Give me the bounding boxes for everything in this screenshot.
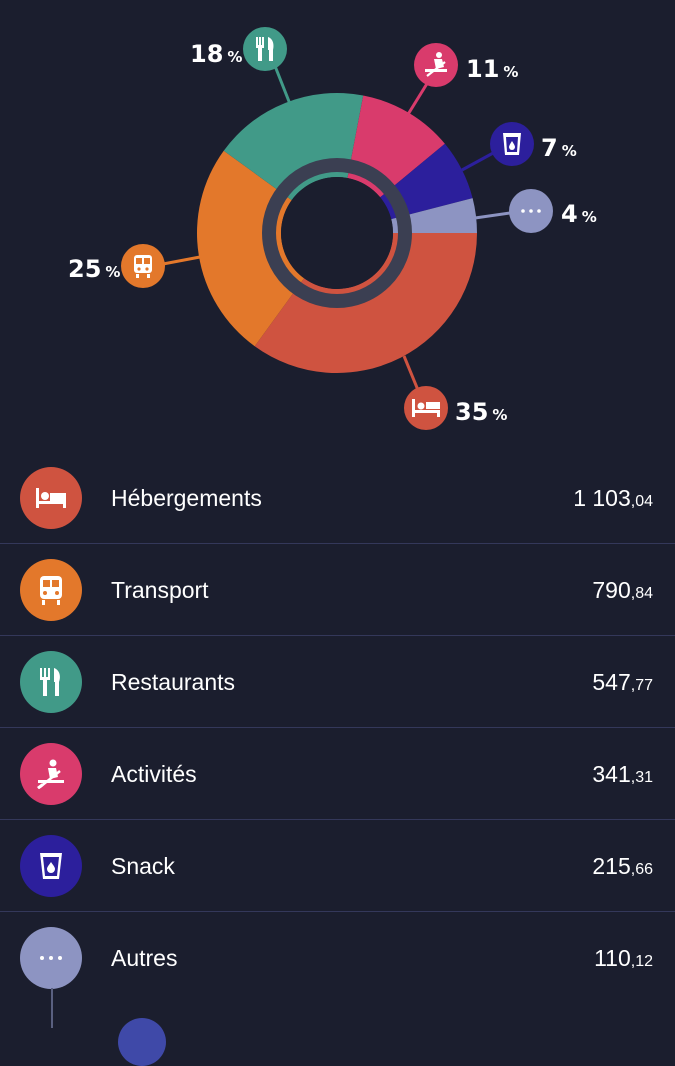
donut-inner-ring [262,158,412,308]
slice-restaurants[interactable] [223,93,364,201]
percent-label-autres: 4% [561,200,597,228]
category-amount: 790,84 [592,577,653,603]
bed-icon [20,467,82,529]
connector-line [51,988,53,1028]
callout-line-snack [461,150,496,172]
activity-icon [20,743,82,805]
slice-autres[interactable] [391,198,477,233]
percent-label-transport: 25% [68,255,120,283]
category-name: Restaurants [111,669,236,695]
donut-chart: 35% 25% 18% 11% 7% 4% [0,0,675,450]
category-amount: 1 103,04 [573,485,653,511]
category-row-restaurants[interactable]: Restaurants 547,77 [0,636,675,728]
percent-label-restaurants: 18% [190,40,242,68]
callout-icon-restaurants [243,27,287,71]
category-row-transport[interactable]: Transport 790,84 [0,544,675,636]
category-list: Hébergements 1 103,04 Transport 790,84 R… [0,452,675,1004]
category-name: Hébergements [111,485,262,511]
callout-icon-transport [121,244,165,288]
category-row-activites[interactable]: Activités 341,31 [0,728,675,820]
train-icon [20,559,82,621]
donut-chart-svg: 35 % 25 % 18% 11 % 7 % 4% [68,27,597,430]
callout-line-autres [474,211,511,220]
category-amount: 110,12 [594,945,653,971]
slice-hebergements[interactable] [254,233,477,373]
drink-icon [20,835,82,897]
category-amount: 215,66 [592,853,653,879]
category-row-snack[interactable]: Snack 215,66 [0,820,675,912]
callout-line-transport [162,255,201,266]
callout-line-activites [405,81,430,117]
category-amount: 547,77 [592,669,653,695]
callout-icon-autres [509,189,553,233]
category-name: Snack [111,853,175,879]
category-name: Autres [111,945,178,971]
category-amount: 341,31 [592,761,653,787]
more-icon [20,927,82,989]
callout-line-restaurants [273,65,292,105]
cutlery-icon [20,651,82,713]
callout-icon-activites [414,43,458,87]
callout-icon-hebergements [404,386,448,430]
category-row-autres[interactable]: Autres 110,12 [0,912,675,1004]
callout-icon-snack [490,122,534,166]
category-name: Activités [111,761,197,787]
donut-hole [281,177,393,289]
category-row-hebergements[interactable]: Hébergements 1 103,04 [0,452,675,544]
category-name: Transport [111,577,209,603]
percent-label-hebergements: 35% [455,398,507,426]
next-item-avatar [118,1018,166,1066]
percent-label-activites: 11% [466,55,518,83]
percent-label-snack: 7% [541,134,577,162]
